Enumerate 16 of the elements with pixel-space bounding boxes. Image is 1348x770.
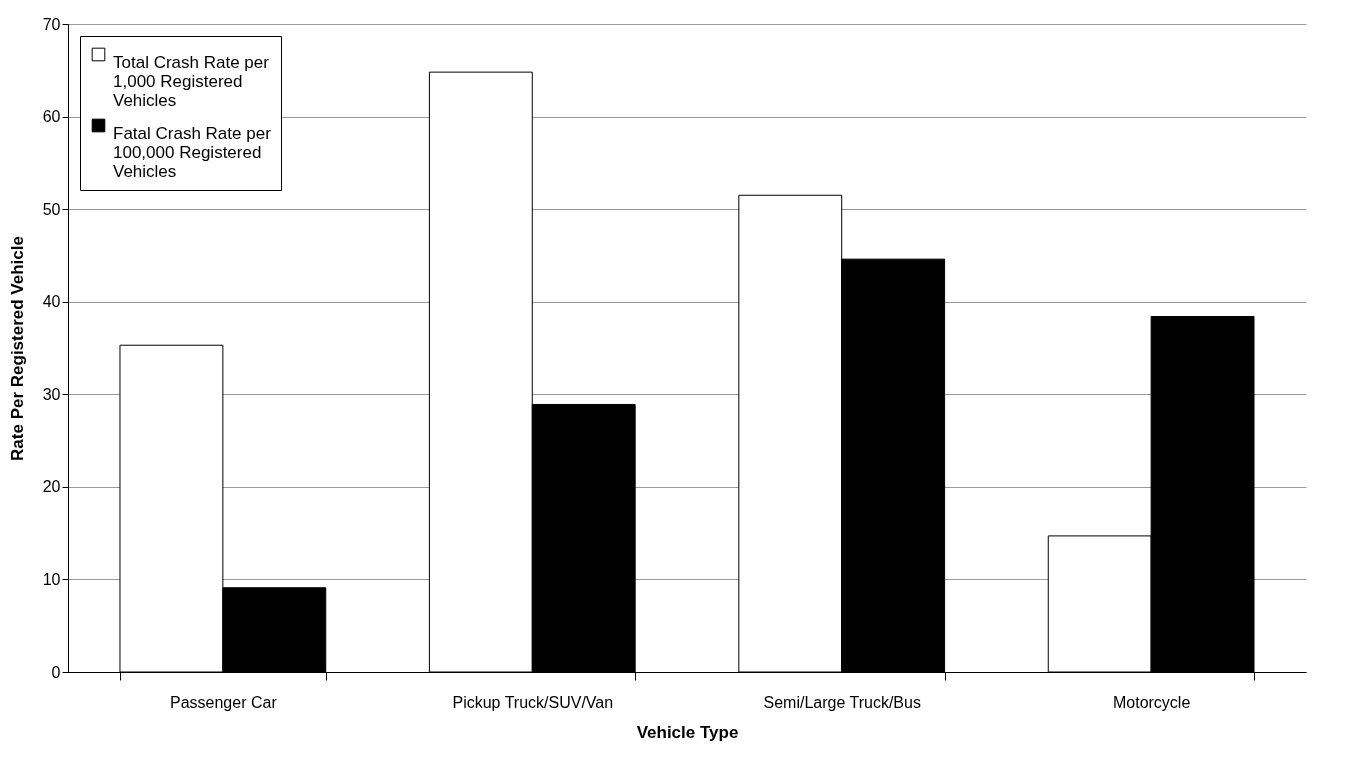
y-tick-label: 20 — [42, 478, 61, 496]
x-tick-label: Passenger Car — [170, 693, 278, 711]
legend-label: Fatal Crash Rate per 100,000 Registered Vehicles — [113, 123, 272, 181]
y-tick-label: 50 — [42, 200, 61, 218]
x-axis-title: Vehicle Type — [636, 722, 739, 742]
y-tick-label: 30 — [42, 385, 61, 403]
y-axis-title: Rate Per Registered Vehicle — [7, 236, 27, 461]
y-tick-label: 60 — [42, 108, 61, 126]
y-tick-label: 0 — [51, 663, 61, 681]
y-tick-label: 40 — [42, 293, 61, 311]
x-tick-label: Pickup Truck/SUV/Van — [452, 693, 614, 711]
y-tick-label: 70 — [42, 15, 61, 33]
x-tick-label: Motorcycle — [1112, 693, 1191, 711]
legend-label: Total Crash Rate per 1,000 Registered Vehicles — [113, 52, 270, 110]
y-tick-label: 10 — [42, 570, 61, 588]
x-tick-label: Semi/Large Truck/Bus — [763, 693, 921, 711]
